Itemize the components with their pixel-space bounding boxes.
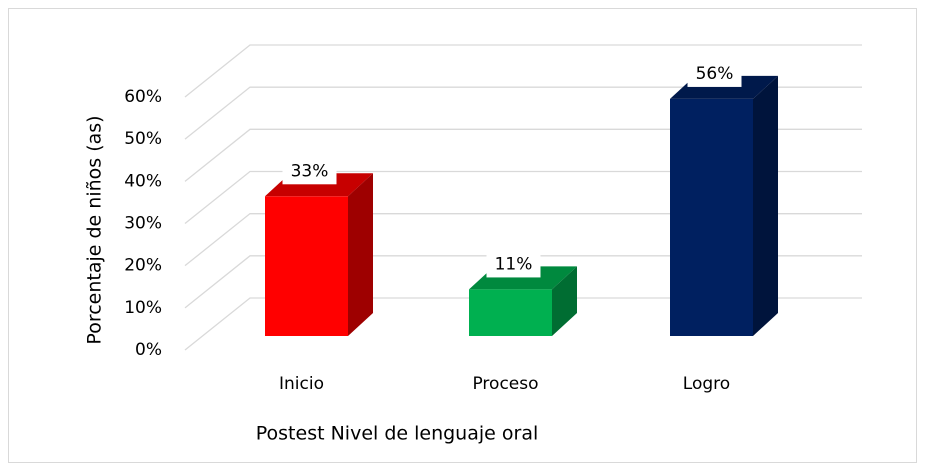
data-label-box — [282, 158, 337, 185]
x-tick-label: Proceso — [472, 374, 538, 394]
data-label-box — [687, 60, 742, 87]
bar — [265, 196, 348, 336]
chart-border — [8, 8, 917, 463]
y-tick-label: 60% — [124, 87, 162, 107]
bar — [670, 98, 753, 336]
y-tick-label: 0% — [135, 340, 162, 360]
grid-line — [184, 86, 862, 140]
bar — [469, 289, 552, 336]
data-label-box — [486, 251, 541, 278]
data-label: 11% — [495, 254, 533, 274]
x-tick-label: Logro — [683, 374, 730, 394]
data-label: 33% — [291, 161, 329, 181]
grid-line — [184, 170, 862, 225]
bar-side — [753, 75, 778, 336]
y-tick-label: 20% — [124, 256, 162, 276]
y-tick-label: 10% — [124, 298, 162, 318]
grid-line — [184, 297, 862, 351]
grid-line — [184, 44, 862, 98]
bar-side — [348, 173, 373, 336]
x-axis-title: Postest Nivel de lenguaje oral — [256, 423, 539, 445]
y-tick-label: 40% — [124, 171, 162, 191]
y-tick-label: 30% — [124, 214, 162, 234]
bar-side — [552, 266, 577, 336]
data-label: 56% — [696, 64, 734, 84]
grid-line — [184, 213, 862, 267]
y-tick-label: 50% — [124, 129, 162, 149]
grid-line — [184, 128, 862, 182]
x-tick-label: Inicio — [279, 374, 324, 394]
y-axis-title: Porcentaje de niños (as) — [84, 115, 106, 344]
grid-line — [184, 255, 862, 309]
